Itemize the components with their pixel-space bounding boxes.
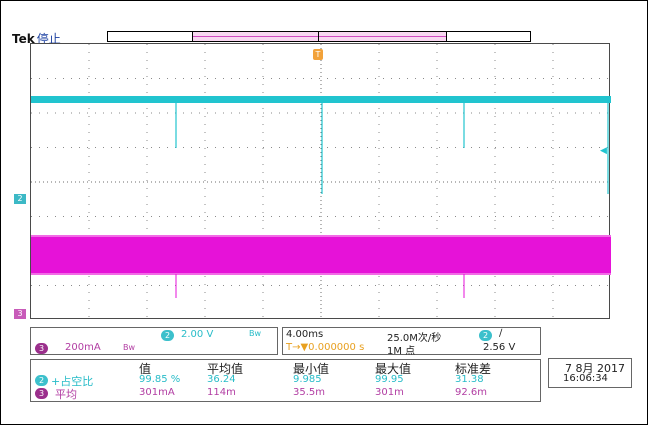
bandwidth-limit-icon: Bw <box>123 343 136 352</box>
meas-row-2-badge: 3 <box>35 388 48 399</box>
meas-row-1-badge: 2 <box>35 375 48 386</box>
meas-row-1-mean: 36.24 <box>207 374 236 385</box>
ch3-scale: 200mA <box>65 342 101 353</box>
meas-row-1-label: +占空比 <box>51 375 94 388</box>
timebase: 4.00ms <box>286 329 324 340</box>
ch2-badge: 2 <box>161 330 174 341</box>
record-length: 1M 点 <box>387 346 416 357</box>
ch3-badge: 3 <box>35 343 48 354</box>
ch2-ground-marker[interactable]: 2 <box>14 194 26 204</box>
date: 7 8月 2017 <box>565 362 625 375</box>
waveform-display <box>31 44 611 320</box>
meas-row-2-max: 301m <box>375 387 404 398</box>
col-header-value: 值 <box>139 362 152 376</box>
bandwidth-limit-icon: Bw <box>249 329 262 338</box>
sample-rate: 25.0M次/秒 <box>387 333 442 344</box>
graticule <box>30 43 611 320</box>
record-center-tick <box>318 31 319 42</box>
col-header-min: 最小值 <box>293 362 330 376</box>
col-header-mean: 平均值 <box>207 362 244 376</box>
trigger-position-icon[interactable]: T <box>313 49 323 60</box>
datetime-box: 7 8月 2017 16:06:34 <box>548 358 632 388</box>
brand-label: Tek <box>12 32 35 46</box>
meas-row-2-mean: 114m <box>207 387 236 398</box>
channel-readout[interactable]: 2 2.00 V Bw 3 200mA Bw <box>30 327 278 355</box>
meas-row-1-stddev: 31.38 <box>455 374 484 385</box>
trigger-source-badge: 2 <box>479 330 492 341</box>
trigger-level: 2.56 V <box>483 342 516 353</box>
grid-lines <box>31 44 611 320</box>
rising-edge-icon: ∕ <box>499 328 503 339</box>
ch3-ground-marker[interactable]: 3 <box>14 309 26 319</box>
waveform-traces <box>31 96 611 298</box>
col-header-max: 最大值 <box>375 362 412 376</box>
time: 16:06:34 <box>563 373 608 384</box>
ch2-scale: 2.00 V <box>181 329 214 340</box>
ch2-trace-band <box>31 96 611 103</box>
meas-row-1-max: 99.95 <box>375 374 404 385</box>
ch3-trace-band <box>31 236 611 274</box>
acquisition-status: Tek 停止 <box>12 30 61 47</box>
meas-row-2-label: 平均 <box>55 388 77 401</box>
measurement-panel[interactable]: 值 平均值 最小值 最大值 标准差 2 +占空比 99.85 % 36.24 9… <box>30 359 541 402</box>
meas-row-1-min: 9.985 <box>293 374 322 385</box>
meas-row-1-value: 99.85 % <box>139 374 181 385</box>
trigger-position: T→▼0.000000 s <box>286 342 365 353</box>
horizontal-readout[interactable]: 4.00ms 25.0M次/秒 T→▼0.000000 s 1M 点 2 ∕ 2… <box>282 327 541 357</box>
meas-row-2-value: 301mA <box>139 387 175 398</box>
meas-row-2-min: 35.5m <box>293 387 326 398</box>
record-view-window[interactable] <box>192 31 447 42</box>
trigger-level-marker[interactable]: ◀ <box>600 146 607 156</box>
col-header-stddev: 标准差 <box>455 362 492 376</box>
meas-row-2-stddev: 92.6m <box>455 387 488 398</box>
run-state: 停止 <box>36 32 61 46</box>
